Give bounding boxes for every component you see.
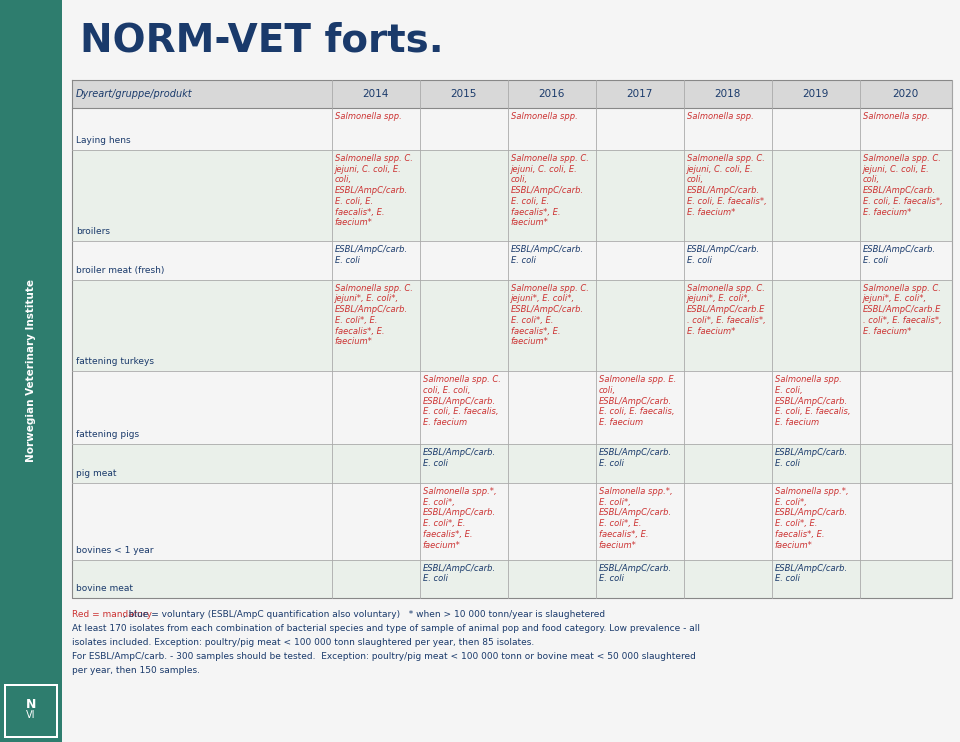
Bar xyxy=(72,150,952,241)
Text: Salmonella spp.: Salmonella spp. xyxy=(863,112,929,121)
Text: Salmonella spp. C.
jejuni, C. coli, E.
coli,
ESBL/AmpC/carb.
E. coli, E.
faecali: Salmonella spp. C. jejuni, C. coli, E. c… xyxy=(511,154,588,227)
Text: 2019: 2019 xyxy=(803,89,828,99)
Text: fattening turkeys: fattening turkeys xyxy=(76,357,154,366)
Text: VI: VI xyxy=(26,710,36,720)
Text: , blue = voluntary (ESBL/AmpC quantification also voluntary)   * when > 10 000 t: , blue = voluntary (ESBL/AmpC quantifica… xyxy=(123,610,605,619)
Text: 2017: 2017 xyxy=(627,89,653,99)
Bar xyxy=(72,559,952,598)
Text: isolates included. Exception: poultry/pig meat < 100 000 tonn slaughtered per ye: isolates included. Exception: poultry/pi… xyxy=(72,638,535,647)
Text: Salmonella spp. E.
coli,
ESBL/AmpC/carb.
E. coli, E. faecalis,
E. faecium: Salmonella spp. E. coli, ESBL/AmpC/carb.… xyxy=(599,375,676,427)
Text: Salmonella spp. C.
jejuni*, E. coli*,
ESBL/AmpC/carb.E
. coli*, E. faecalis*,
E.: Salmonella spp. C. jejuni*, E. coli*, ES… xyxy=(686,283,765,335)
Bar xyxy=(0,0,62,742)
Bar xyxy=(72,108,952,150)
Text: Salmonella spp. C.
jejuni*, E. coli*,
ESBL/AmpC/carb.
E. coli*, E.
faecalis*, E.: Salmonella spp. C. jejuni*, E. coli*, ES… xyxy=(335,283,413,347)
Bar xyxy=(4,684,58,738)
Text: Red = mandatory: Red = mandatory xyxy=(72,610,152,619)
Text: Norwegian Veterinary Institute: Norwegian Veterinary Institute xyxy=(26,280,36,462)
Text: Salmonella spp.: Salmonella spp. xyxy=(686,112,754,121)
Text: Salmonella spp. C.
jejuni, C. coli, E.
coli,
ESBL/AmpC/carb.
E. coli, E. faecali: Salmonella spp. C. jejuni, C. coli, E. c… xyxy=(686,154,766,217)
Text: bovine meat: bovine meat xyxy=(76,584,133,593)
Text: ESBL/AmpC/carb.
E. coli: ESBL/AmpC/carb. E. coli xyxy=(775,448,848,468)
Bar xyxy=(72,80,952,108)
Text: At least 170 isolates from each combination of bacterial species and type of sam: At least 170 isolates from each combinat… xyxy=(72,624,700,633)
Text: N: N xyxy=(26,698,36,712)
Text: ESBL/AmpC/carb.
E. coli: ESBL/AmpC/carb. E. coli xyxy=(511,245,584,265)
Text: ESBL/AmpC/carb.
E. coli: ESBL/AmpC/carb. E. coli xyxy=(422,448,495,468)
Text: broilers: broilers xyxy=(76,227,110,236)
Text: ESBL/AmpC/carb.
E. coli: ESBL/AmpC/carb. E. coli xyxy=(863,245,936,265)
Text: broiler meat (fresh): broiler meat (fresh) xyxy=(76,266,164,275)
Text: Salmonella spp.*,
E. coli*,
ESBL/AmpC/carb.
E. coli*, E.
faecalis*, E.
faecium*: Salmonella spp.*, E. coli*, ESBL/AmpC/ca… xyxy=(599,487,672,550)
Bar xyxy=(6,686,56,736)
Text: Salmonella spp.*,
E. coli*,
ESBL/AmpC/carb.
E. coli*, E.
faecalis*, E.
faecium*: Salmonella spp.*, E. coli*, ESBL/AmpC/ca… xyxy=(422,487,496,550)
Text: Laying hens: Laying hens xyxy=(76,136,131,145)
Text: fattening pigs: fattening pigs xyxy=(76,430,139,439)
Bar xyxy=(72,371,952,444)
Text: Salmonella spp.: Salmonella spp. xyxy=(511,112,577,121)
Text: 2016: 2016 xyxy=(539,89,564,99)
Bar xyxy=(72,280,952,371)
Text: ESBL/AmpC/carb.
E. coli: ESBL/AmpC/carb. E. coli xyxy=(599,448,672,468)
Text: Salmonella spp. C.
jejuni, C. coli, E.
coli,
ESBL/AmpC/carb.
E. coli, E. faecali: Salmonella spp. C. jejuni, C. coli, E. c… xyxy=(863,154,943,217)
Text: ESBL/AmpC/carb.
E. coli: ESBL/AmpC/carb. E. coli xyxy=(775,564,848,583)
Text: 2020: 2020 xyxy=(893,89,919,99)
Text: bovines < 1 year: bovines < 1 year xyxy=(76,545,154,554)
Text: ESBL/AmpC/carb.
E. coli: ESBL/AmpC/carb. E. coli xyxy=(335,245,408,265)
Text: Dyreart/gruppe/produkt: Dyreart/gruppe/produkt xyxy=(76,89,193,99)
Text: Salmonella spp.
E. coli,
ESBL/AmpC/carb.
E. coli, E. faecalis,
E. faecium: Salmonella spp. E. coli, ESBL/AmpC/carb.… xyxy=(775,375,851,427)
Text: pig meat: pig meat xyxy=(76,469,116,478)
Text: For ESBL/AmpC/carb. - 300 samples should be tested.  Exception: poultry/pig meat: For ESBL/AmpC/carb. - 300 samples should… xyxy=(72,652,696,661)
Text: Salmonella spp. C.
jejuni, C. coli, E.
coli,
ESBL/AmpC/carb.
E. coli, E.
faecali: Salmonella spp. C. jejuni, C. coli, E. c… xyxy=(335,154,413,227)
Bar xyxy=(72,444,952,483)
Bar xyxy=(72,241,952,280)
Text: ESBL/AmpC/carb.
E. coli: ESBL/AmpC/carb. E. coli xyxy=(686,245,759,265)
Text: Salmonella spp. C.
jejuni*, E. coli*,
ESBL/AmpC/carb.E
. coli*, E. faecalis*,
E.: Salmonella spp. C. jejuni*, E. coli*, ES… xyxy=(863,283,942,335)
Text: Salmonella spp. C.
jejuni*, E. coli*,
ESBL/AmpC/carb.
E. coli*, E.
faecalis*, E.: Salmonella spp. C. jejuni*, E. coli*, ES… xyxy=(511,283,588,347)
Text: Salmonella spp. C.
coli, E. coli,
ESBL/AmpC/carb.
E. coli, E. faecalis,
E. faeci: Salmonella spp. C. coli, E. coli, ESBL/A… xyxy=(422,375,500,427)
Text: 2014: 2014 xyxy=(363,89,389,99)
Text: Salmonella spp.*,
E. coli*,
ESBL/AmpC/carb.
E. coli*, E.
faecalis*, E.
faecium*: Salmonella spp.*, E. coli*, ESBL/AmpC/ca… xyxy=(775,487,849,550)
Text: 2018: 2018 xyxy=(714,89,741,99)
Text: 2015: 2015 xyxy=(450,89,477,99)
Bar xyxy=(72,483,952,559)
Text: ESBL/AmpC/carb.
E. coli: ESBL/AmpC/carb. E. coli xyxy=(599,564,672,583)
Text: ESBL/AmpC/carb.
E. coli: ESBL/AmpC/carb. E. coli xyxy=(422,564,495,583)
Text: Salmonella spp.: Salmonella spp. xyxy=(335,112,401,121)
Text: per year, then 150 samples.: per year, then 150 samples. xyxy=(72,666,200,675)
Text: NORM-VET forts.: NORM-VET forts. xyxy=(80,22,444,60)
